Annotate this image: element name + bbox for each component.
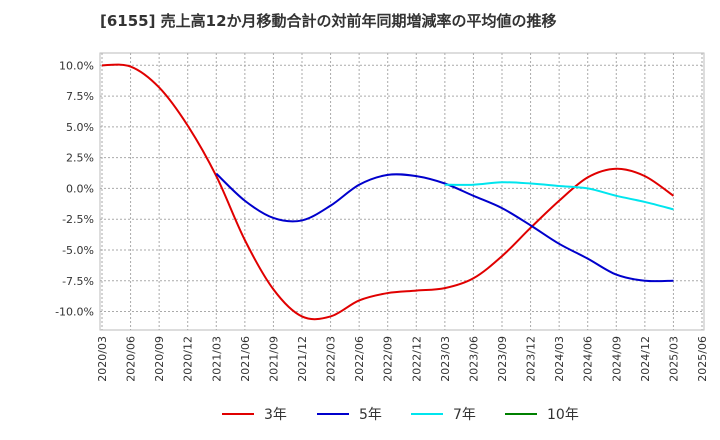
y-tick-label: 10.0% bbox=[59, 59, 94, 72]
x-tick-label: 2022/12 bbox=[410, 336, 423, 382]
x-tick-label: 2023/12 bbox=[525, 336, 538, 382]
x-tick-label: 2020/12 bbox=[182, 336, 195, 382]
y-tick-label: 5.0% bbox=[66, 121, 94, 134]
legend-label-1: 5年 bbox=[359, 407, 382, 423]
y-tick-label: 7.5% bbox=[66, 90, 94, 103]
series-lines bbox=[101, 63, 675, 321]
x-tick-label: 2020/03 bbox=[96, 336, 109, 382]
y-axis: 10.0% 7.5% 5.0% 2.5% 0.0% -2.5% -5.0% -7.5% -10.… bbox=[55, 59, 94, 318]
x-tick-label: 2022/06 bbox=[353, 336, 366, 382]
x-tick-label: 2022/09 bbox=[382, 336, 395, 382]
x-tick-label: 2023/06 bbox=[467, 336, 480, 382]
x-tick-label: 2024/12 bbox=[639, 336, 652, 382]
x-tick-label: 2025/03 bbox=[667, 336, 680, 382]
y-tick-label: 0.0% bbox=[66, 182, 94, 195]
y-tick-label: -7.5% bbox=[62, 275, 94, 288]
legend-label-3: 10年 bbox=[547, 407, 579, 423]
y-tick-label: 2.5% bbox=[66, 152, 94, 165]
legend: 3年 5年 7年 10年 bbox=[222, 407, 579, 423]
y-tick-label: -5.0% bbox=[62, 244, 94, 257]
x-tick-label: 2020/06 bbox=[125, 336, 138, 382]
series-line-0 bbox=[101, 63, 675, 321]
y-tick-label: -10.0% bbox=[55, 306, 94, 319]
x-tick-label: 2023/09 bbox=[496, 336, 509, 382]
x-tick-label: 2021/06 bbox=[239, 336, 252, 382]
x-tick-label: 2024/09 bbox=[610, 336, 623, 382]
series-line-2 bbox=[444, 181, 674, 211]
x-tick-label: 2024/03 bbox=[553, 336, 566, 382]
legend-label-0: 3年 bbox=[264, 407, 287, 423]
series-line-1 bbox=[215, 172, 674, 283]
x-axis: 2020/03 2020/06 2020/09 2020/12 2021/03 2021/… bbox=[96, 336, 709, 382]
x-tick-label: 2024/06 bbox=[582, 336, 595, 382]
x-tick-label: 2023/03 bbox=[439, 336, 452, 382]
x-tick-label: 2025/06 bbox=[696, 336, 709, 382]
x-tick-label: 2021/09 bbox=[267, 336, 280, 382]
x-tick-label: 2022/03 bbox=[325, 336, 338, 382]
x-tick-label: 2021/03 bbox=[210, 336, 223, 382]
chart-title: [6155] 売上高12か月移動合計の対前年同期増減率の平均値の推移 bbox=[100, 12, 557, 30]
y-gridlines bbox=[100, 64, 704, 313]
legend-label-2: 7年 bbox=[453, 407, 476, 423]
y-tick-label: -2.5% bbox=[62, 213, 94, 226]
plot-area bbox=[99, 52, 705, 331]
x-tick-label: 2021/12 bbox=[296, 336, 309, 382]
x-tick-label: 2020/09 bbox=[153, 336, 166, 382]
